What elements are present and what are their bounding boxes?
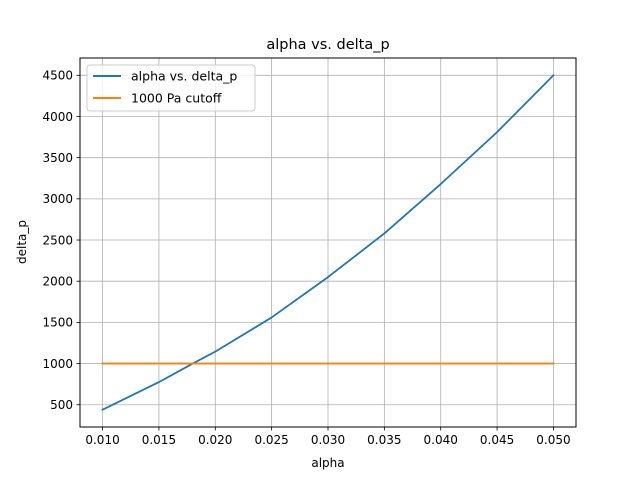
legend-label-series-2: 1000 Pa cutoff [131, 91, 222, 106]
y-tick-label: 4500 [42, 69, 73, 83]
x-tick-label: 0.040 [424, 433, 458, 447]
y-tick-label: 1500 [42, 316, 73, 330]
y-tick-label: 1000 [42, 357, 73, 371]
x-tick-label: 0.050 [536, 433, 570, 447]
y-axis-label: delta_p [15, 220, 29, 264]
y-tick-label: 500 [50, 398, 73, 412]
series-line-1 [101, 74, 555, 411]
x-tick-label: 0.025 [254, 433, 288, 447]
x-tick-label: 0.045 [480, 433, 514, 447]
y-axis: 500 1000 1500 2000 2500 3000 3500 4000 4500 [42, 69, 80, 412]
x-axis-label: alpha [311, 456, 344, 470]
x-tick-label: 0.035 [367, 433, 401, 447]
x-axis: 0.010 0.015 0.020 0.025 0.030 0.035 0.040 0.045… [85, 427, 571, 447]
x-tick-label: 0.015 [142, 433, 176, 447]
y-tick-label: 2000 [42, 275, 73, 289]
chart-title: alpha vs. delta_p [266, 37, 389, 53]
x-tick-label: 0.020 [198, 433, 232, 447]
y-tick-label: 4000 [42, 110, 73, 124]
series-group [101, 74, 555, 411]
legend-label-series-1: alpha vs. delta_p [131, 69, 237, 84]
legend: alpha vs. delta_p 1000 Pa cutoff [86, 64, 256, 112]
x-tick-label: 0.030 [311, 433, 345, 447]
y-tick-label: 3500 [42, 151, 73, 165]
y-tick-label: 2500 [42, 233, 73, 247]
y-tick-label: 3000 [42, 192, 73, 206]
legend-box [86, 64, 256, 112]
x-tick-label: 0.010 [85, 433, 119, 447]
